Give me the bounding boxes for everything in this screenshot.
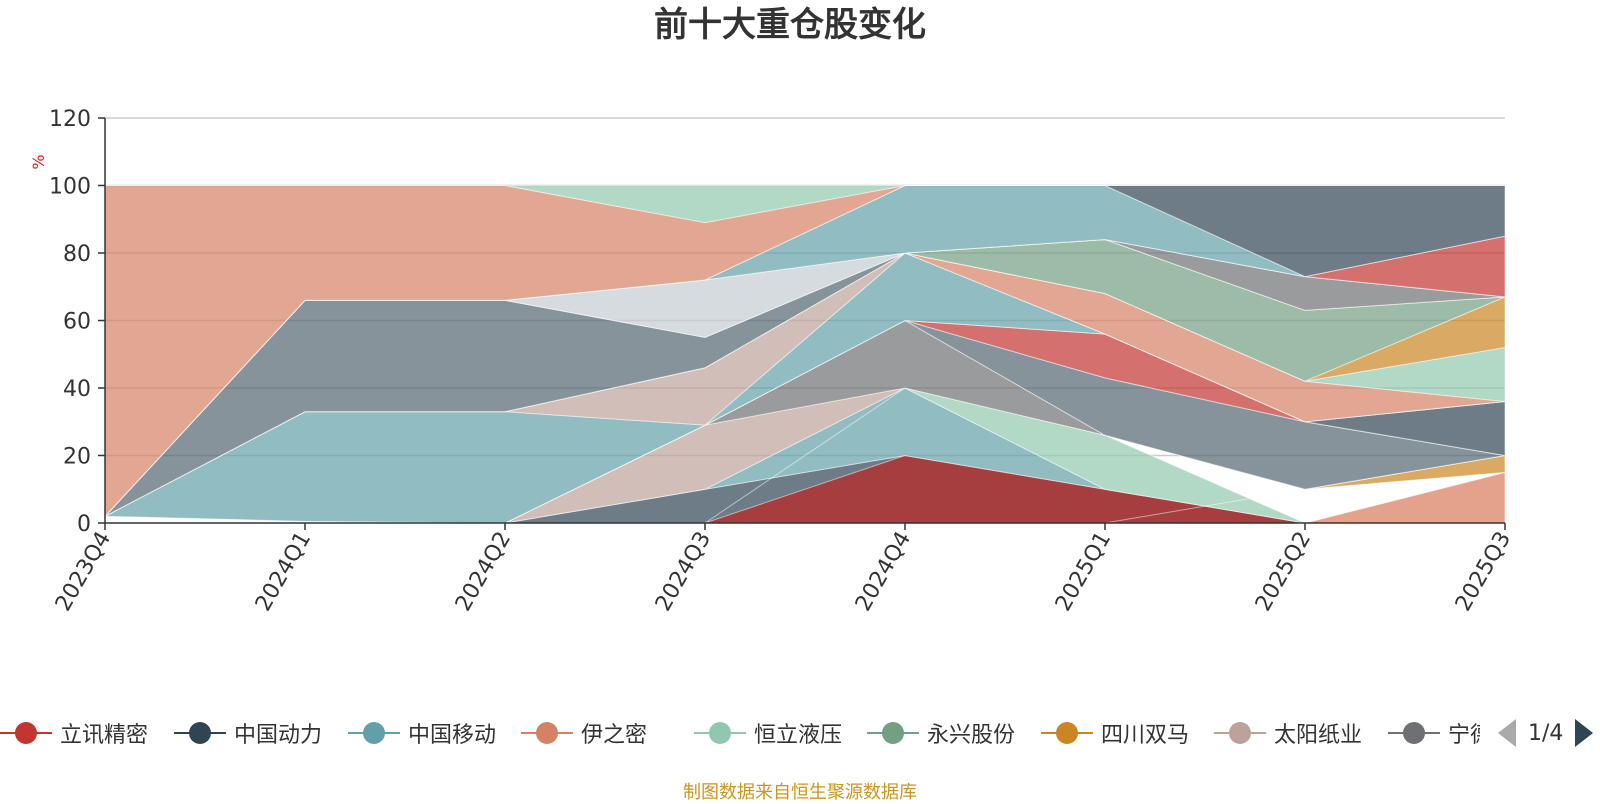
x-tick-label: 2024Q4 (851, 528, 916, 616)
legend: 立讯精密 中国动力 中国移动 伊之密 恒立液压 永兴股份 四川双马 太阳纸业 宁德时代 (0, 713, 1480, 753)
x-tick-label: 2023Q4 (51, 528, 116, 616)
legend-label: 中国移动 (408, 723, 497, 748)
y-tick-label: 40 (63, 377, 91, 402)
area-series-25 (105, 185, 1505, 224)
legend-pager: 1/4 (1498, 713, 1594, 753)
y-tick-label: 60 (63, 310, 91, 335)
x-tick-label: 2025Q3 (1451, 528, 1516, 616)
legend-prev-page-icon[interactable] (1498, 719, 1516, 747)
legend-marker-icon (521, 718, 573, 748)
legend-item[interactable]: 立讯精密 (0, 713, 148, 753)
y-tick-label: 80 (63, 242, 91, 267)
x-tick-label: 2024Q1 (251, 528, 316, 616)
legend-label: 恒立液压 (754, 723, 843, 748)
legend-marker-icon (1388, 718, 1440, 748)
legend-item[interactable]: 宁德时代 (1388, 713, 1480, 753)
legend-marker-icon (1214, 718, 1266, 748)
legend-item[interactable]: 中国移动 (348, 713, 496, 753)
x-tick-label: 2024Q2 (451, 528, 516, 616)
legend-marker-icon (1041, 718, 1093, 748)
legend-item[interactable]: 伊之密 (521, 713, 647, 753)
legend-marker-icon (174, 718, 226, 748)
legend-marker-icon (694, 718, 746, 748)
y-axis-unit: % (29, 154, 48, 169)
y-tick-label: 20 (63, 445, 91, 470)
legend-page-indicator: 1/4 (1528, 720, 1564, 746)
legend-label: 宁德时代 (1448, 723, 1480, 748)
source-note: 制图数据来自恒生聚源数据库 (683, 782, 917, 803)
y-tick-label: 0 (77, 512, 91, 537)
legend-item[interactable]: 永兴股份 (867, 713, 1015, 753)
y-tick-label: 120 (49, 107, 91, 132)
legend-label: 中国动力 (234, 723, 323, 748)
legend-label: 立讯精密 (60, 723, 149, 748)
legend-marker-icon (867, 718, 919, 748)
chart-title: 前十大重仓股变化 (654, 5, 926, 45)
legend-item[interactable]: 太阳纸业 (1214, 713, 1362, 753)
x-tick-label: 2025Q1 (1051, 528, 1116, 616)
y-tick-label: 100 (49, 175, 91, 200)
legend-marker-icon (0, 718, 52, 748)
legend-label: 永兴股份 (927, 723, 1016, 748)
legend-item[interactable]: 中国动力 (174, 713, 322, 753)
legend-item[interactable]: 恒立液压 (694, 713, 842, 753)
legend-label: 四川双马 (1101, 723, 1190, 748)
legend-item[interactable]: 四川双马 (1041, 713, 1189, 753)
legend-label: 伊之密 (581, 723, 648, 748)
x-tick-label: 2025Q2 (1251, 528, 1316, 616)
legend-next-page-icon[interactable] (1575, 719, 1594, 747)
legend-marker-icon (348, 718, 400, 748)
x-tick-label: 2024Q3 (651, 528, 716, 616)
legend-label: 太阳纸业 (1274, 723, 1363, 748)
